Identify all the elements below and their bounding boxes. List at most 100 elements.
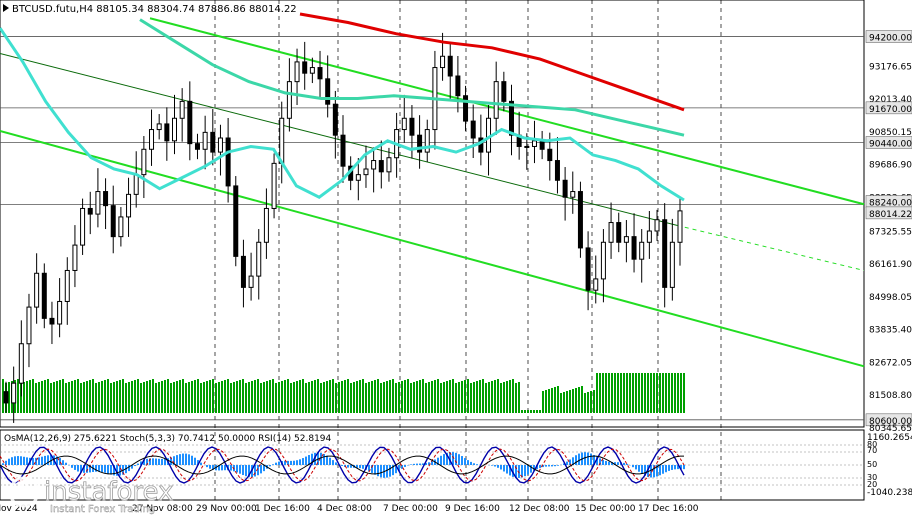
osma-bar — [143, 459, 145, 465]
volume-bar — [284, 380, 286, 413]
osma-bar — [593, 454, 595, 465]
price-label-box — [865, 136, 912, 149]
osma-bar — [110, 465, 112, 475]
candle-body — [470, 120, 476, 139]
osma-axis-bottom: -1040.2388 — [867, 488, 912, 498]
volume-bar — [191, 381, 193, 413]
volume-bar — [605, 373, 607, 413]
osma-bar — [278, 461, 280, 465]
osma-bar — [23, 456, 25, 465]
volume-bar — [296, 381, 298, 413]
volume-bar — [464, 380, 466, 413]
osma-bar — [470, 461, 472, 465]
volume-bar — [491, 381, 493, 413]
osma-bar — [47, 455, 49, 465]
osma-bar — [641, 465, 643, 474]
price-pane-frame — [0, 0, 865, 428]
volume-bar — [245, 383, 247, 413]
price-tick-label: 92013.40 — [869, 95, 912, 105]
osma-bar — [473, 463, 475, 465]
candle-body — [256, 241, 262, 277]
volume-bar — [419, 380, 421, 413]
candle-body — [225, 137, 231, 187]
volume-bar — [194, 380, 196, 413]
osma-bar — [614, 462, 616, 465]
volume-bar — [389, 380, 391, 413]
indicator-group — [0, 444, 864, 486]
volume-bar — [95, 383, 97, 413]
osma-bar — [206, 465, 208, 468]
osma-bar — [272, 464, 274, 465]
volume-bar — [17, 379, 19, 413]
volume-bar — [392, 379, 394, 413]
volume-bar — [626, 373, 628, 413]
candle-body — [340, 134, 346, 167]
volume-bar — [122, 379, 124, 413]
osma-bar — [506, 465, 508, 474]
volume-bar — [629, 373, 631, 413]
candle-body — [309, 67, 315, 74]
time-tick-label: 12 Dec 08:00 — [509, 504, 570, 514]
osma-bar — [218, 465, 220, 471]
osma-bar — [188, 454, 190, 465]
volume-bar — [482, 379, 484, 413]
time-tick-label: 17 Dec 16:00 — [638, 504, 699, 514]
candle-body — [325, 78, 331, 105]
osma-bar — [428, 462, 430, 465]
osma-bar — [104, 465, 106, 473]
volume-bar — [680, 373, 682, 413]
time-tick-label: 15 Dec 00:00 — [575, 504, 636, 514]
osma-bar — [194, 457, 196, 465]
osma-bar — [236, 465, 238, 473]
volume-bar — [467, 379, 469, 413]
volume-bar — [38, 382, 40, 413]
candle-body — [57, 300, 63, 325]
osma-bar — [191, 455, 193, 465]
volume-bar — [137, 379, 139, 413]
volume-bar — [494, 380, 496, 413]
volume-bar — [668, 373, 670, 413]
osma-bar — [563, 463, 565, 465]
volume-bar — [221, 381, 223, 413]
price-tick-label: 84998.05 — [869, 293, 912, 303]
osma-bar — [371, 465, 373, 473]
candle-body — [217, 137, 223, 153]
price-tick-label: 88014.22 — [869, 210, 912, 220]
volume-bar — [398, 382, 400, 413]
osma-bar — [35, 457, 37, 465]
osma-bar — [638, 465, 640, 472]
price-tick-label: 94200.00 — [869, 34, 912, 44]
volume-bar — [587, 392, 589, 413]
candle-body — [271, 162, 277, 209]
osma-bar — [461, 456, 463, 465]
volume-bar — [602, 373, 604, 413]
price-label-box — [865, 206, 912, 220]
volume-bar — [107, 379, 109, 413]
volume-bar — [515, 383, 517, 413]
volume-bar — [545, 390, 547, 413]
osma-bar — [200, 462, 202, 465]
volume-bar — [323, 382, 325, 413]
volume-bar — [167, 379, 169, 413]
osma-bar — [659, 465, 661, 476]
osma-axis-top: 1160.2654 — [867, 433, 912, 443]
volume-bar — [503, 382, 505, 413]
candle-body — [248, 275, 254, 288]
osma-bar — [401, 465, 403, 469]
volume-bar — [188, 382, 190, 413]
price-tick-label: 90850.15 — [869, 128, 912, 138]
price-tick-label: 88240.00 — [869, 199, 912, 209]
volume-bar — [176, 381, 178, 413]
osma-bar — [605, 461, 607, 465]
osma-bar — [254, 465, 256, 477]
osma-bar — [398, 465, 400, 471]
osma-bar — [422, 463, 424, 465]
volume-bar — [551, 388, 553, 413]
volume-bar — [404, 380, 406, 413]
volume-bar — [371, 381, 373, 413]
osma-bar — [662, 465, 664, 474]
osma-bar — [491, 465, 493, 466]
osma-bar — [119, 465, 121, 476]
candle-body — [424, 129, 430, 153]
